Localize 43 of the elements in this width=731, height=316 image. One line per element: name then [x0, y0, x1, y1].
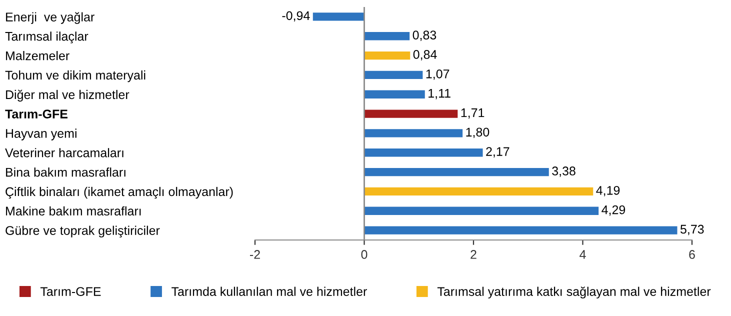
x-tick-label: 4	[580, 250, 586, 259]
data-label: 1,71	[461, 108, 484, 119]
bar	[364, 168, 549, 176]
bar	[364, 51, 410, 60]
y-tick-label: Çiftlik binaları (ikamet amaçlı olmayanlar)	[6, 186, 233, 199]
y-tick-label: Tarım-GFE	[5, 110, 68, 118]
bar	[312, 12, 364, 21]
y-tick-label: Malzemeler	[6, 51, 70, 60]
y-tick-label: Enerji ve yağlar	[6, 12, 94, 24]
data-label: 1,11	[428, 89, 450, 100]
y-tick-label: Tarımsal ilaçlar	[5, 32, 88, 44]
legend-label: Tarımda kullanılan mal ve hizmetler	[172, 286, 367, 296]
data-label: 4,19	[596, 186, 620, 196]
bar	[364, 226, 678, 234]
data-label: 0,83	[412, 30, 436, 41]
y-tick-label: Veteriner harcamaları	[5, 148, 124, 158]
data-label: 1,80	[466, 128, 490, 138]
x-tick-label: 2	[470, 250, 476, 259]
x-tick-label: 0	[361, 250, 368, 259]
data-label: 1,07	[426, 69, 450, 80]
bar	[364, 206, 599, 215]
y-tick-label: Gübre ve toprak geliştiriciler	[6, 226, 160, 238]
legend-label: Tarımsal yatırıma katkı sağlayan mal ve hizmetler	[437, 286, 711, 298]
bar	[364, 70, 423, 80]
bar	[364, 110, 458, 118]
bar	[364, 129, 463, 138]
data-label: 4,29	[602, 205, 626, 216]
bar	[364, 90, 425, 98]
data-label: 2,17	[486, 147, 510, 158]
data-label: 3,38	[552, 166, 576, 177]
y-tick-label: Diğer mal ve hizmetler	[6, 90, 130, 102]
y-tick-label: Hayvan yemi	[6, 128, 76, 140]
bar	[364, 187, 594, 196]
y-tick-label: Makine bakım masrafları	[6, 206, 141, 216]
y-tick-label: Tohum ve dikim materyali	[5, 70, 146, 82]
y-tick-label: Bina bakım masrafları	[6, 168, 126, 177]
data-label: 5,73	[680, 224, 704, 236]
data-label: 0,84	[413, 50, 437, 60]
data-label: -0,94	[282, 11, 310, 22]
bar	[364, 148, 483, 157]
x-tick-label: 6	[689, 250, 695, 259]
bar	[364, 32, 410, 40]
x-tick-label: -2	[250, 250, 260, 259]
